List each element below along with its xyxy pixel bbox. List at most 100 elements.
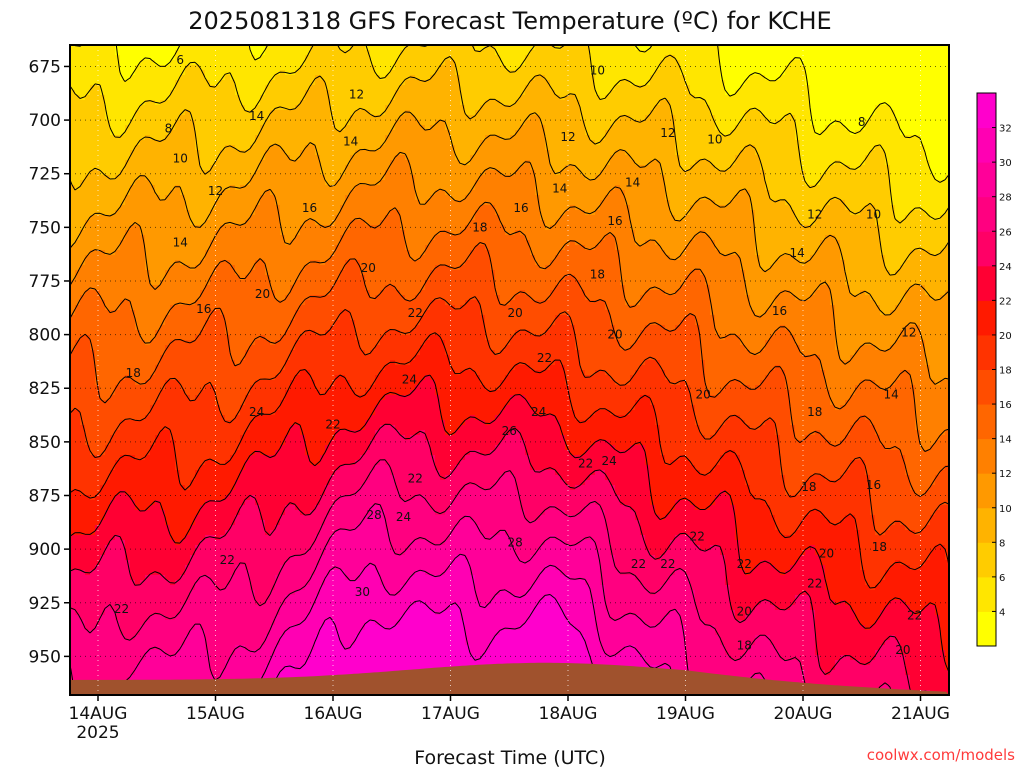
field-cell (465, 80, 471, 86)
field-cell (415, 55, 421, 61)
field-cell (880, 175, 886, 181)
field-cell (335, 70, 341, 76)
field-cell (930, 95, 936, 101)
field-cell (435, 165, 441, 171)
field-cell (375, 125, 381, 131)
field-cell (415, 50, 421, 56)
field-cell (710, 90, 716, 96)
field-cell (460, 135, 466, 141)
field-cell (310, 125, 316, 131)
field-cell (935, 150, 941, 156)
field-cell (510, 145, 516, 151)
field-cell (355, 65, 361, 71)
field-cell (180, 125, 186, 131)
field-cell (820, 180, 826, 186)
field-cell (580, 155, 586, 161)
field-cell (240, 80, 246, 86)
field-cell (815, 75, 821, 81)
field-cell (730, 65, 736, 71)
field-cell (575, 120, 581, 126)
field-cell (695, 100, 701, 106)
field-cell (700, 80, 706, 86)
field-cell (380, 65, 386, 71)
field-cell (265, 95, 271, 101)
field-cell (590, 120, 596, 126)
field-cell (630, 85, 636, 91)
field-cell (85, 165, 91, 171)
field-cell (425, 100, 431, 106)
field-cell (165, 80, 171, 86)
field-cell (250, 60, 256, 66)
field-cell (575, 145, 581, 151)
field-cell (940, 55, 946, 61)
field-cell (755, 125, 761, 131)
field-cell (675, 75, 681, 81)
field-cell (295, 100, 301, 106)
field-cell (155, 150, 161, 156)
field-cell (85, 110, 91, 116)
field-cell (415, 60, 421, 66)
field-cell (630, 60, 636, 66)
field-cell (500, 90, 506, 96)
field-cell (85, 185, 91, 191)
field-cell (715, 100, 721, 106)
field-cell (425, 140, 431, 146)
field-cell (850, 160, 856, 166)
field-cell (250, 135, 256, 141)
field-cell (230, 110, 236, 116)
field-cell (750, 55, 756, 61)
field-cell (750, 65, 756, 71)
field-cell (480, 70, 486, 76)
field-cell (610, 175, 616, 181)
field-cell (440, 85, 446, 91)
field-cell (605, 85, 611, 91)
field-cell (415, 110, 421, 116)
field-cell (790, 145, 796, 151)
field-cell (310, 60, 316, 66)
field-cell (695, 85, 701, 91)
field-cell (525, 165, 531, 171)
field-cell (725, 175, 731, 181)
field-cell (430, 60, 436, 66)
field-cell (750, 155, 756, 161)
field-cell (605, 80, 611, 86)
field-cell (845, 90, 851, 96)
field-cell (385, 100, 391, 106)
field-cell (890, 100, 896, 106)
field-cell (600, 180, 606, 186)
field-cell (490, 160, 496, 166)
field-cell (855, 55, 861, 61)
field-cell (510, 150, 516, 156)
field-cell (915, 165, 921, 171)
field-cell (390, 80, 396, 86)
field-cell (615, 70, 621, 76)
field-cell (455, 110, 461, 116)
field-cell (795, 70, 801, 76)
field-cell (505, 75, 511, 81)
field-cell (150, 155, 156, 161)
field-cell (345, 155, 351, 161)
field-cell (875, 60, 881, 66)
field-cell (240, 60, 246, 66)
field-cell (725, 75, 731, 81)
field-cell (355, 165, 361, 171)
field-cell (555, 105, 561, 111)
field-cell (715, 110, 721, 116)
field-cell (75, 170, 81, 176)
field-cell (270, 90, 276, 96)
field-cell (650, 180, 656, 186)
field-cell (845, 105, 851, 111)
field-cell (815, 105, 821, 111)
field-cell (915, 90, 921, 96)
field-cell (615, 180, 621, 186)
field-cell (595, 50, 601, 56)
field-cell (365, 175, 371, 181)
field-cell (465, 175, 471, 181)
field-cell (185, 125, 191, 131)
field-cell (695, 70, 701, 76)
field-cell (165, 75, 171, 81)
field-cell (250, 160, 256, 166)
field-cell (935, 165, 941, 171)
field-cell (505, 55, 511, 61)
field-cell (320, 50, 326, 56)
